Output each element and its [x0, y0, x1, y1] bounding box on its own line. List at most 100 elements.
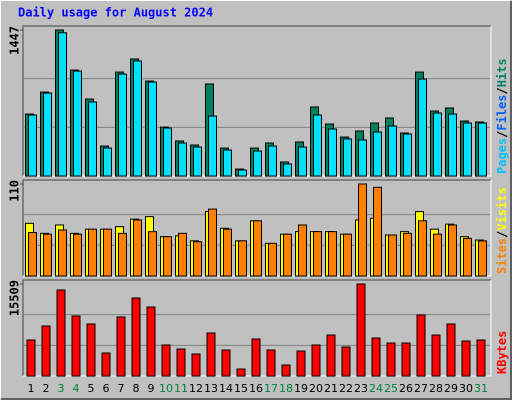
x-tick-label: 29	[444, 382, 458, 395]
bar	[461, 340, 471, 377]
x-tick-label: 10	[159, 382, 173, 395]
bar	[373, 186, 382, 277]
x-tick-label: 28	[429, 382, 443, 395]
bar	[328, 128, 337, 177]
bar	[103, 147, 112, 177]
bar	[56, 289, 66, 377]
bar	[163, 236, 172, 277]
legend-entry: Files	[495, 95, 509, 131]
bar	[208, 115, 217, 177]
bar	[373, 131, 382, 177]
x-tick-label: 20	[309, 382, 323, 395]
bar	[448, 224, 457, 277]
legend: Pages/Files/Hits	[495, 58, 509, 174]
legend-entry: Sites	[495, 238, 509, 274]
bar	[206, 332, 216, 377]
x-tick-label: 7	[118, 382, 125, 395]
bar	[296, 350, 306, 377]
bar	[463, 237, 472, 277]
bar	[58, 32, 67, 177]
x-tick-label: 18	[279, 382, 293, 395]
bar	[313, 231, 322, 277]
x-tick-label: 27	[414, 382, 428, 395]
bar	[103, 228, 112, 277]
bar	[476, 339, 486, 377]
bar	[88, 101, 97, 177]
bar	[86, 323, 96, 377]
x-tick-label: 16	[249, 382, 263, 395]
legend-separator: /	[495, 87, 509, 94]
x-tick-label: 9	[148, 382, 155, 395]
bar	[266, 349, 276, 377]
x-tick-label: 6	[103, 382, 110, 395]
bar	[253, 220, 262, 277]
bar	[116, 316, 126, 377]
bar	[208, 208, 217, 277]
bar	[236, 368, 246, 377]
bar	[193, 146, 202, 177]
bar	[88, 228, 97, 277]
bar	[28, 114, 37, 177]
bar	[371, 337, 381, 377]
bar	[313, 114, 322, 177]
x-tick-label: 21	[324, 382, 338, 395]
plot-border-dark	[22, 25, 491, 176]
bar	[118, 232, 127, 277]
x-tick-label: 14	[219, 382, 233, 395]
bar	[41, 325, 51, 377]
x-tick-label: 2	[43, 382, 50, 395]
bar	[178, 232, 187, 277]
bar	[101, 352, 111, 377]
bar	[448, 113, 457, 177]
legend: KBytes	[495, 331, 509, 374]
x-tick-label: 19	[294, 382, 308, 395]
bar	[71, 315, 81, 377]
bar	[43, 233, 52, 277]
bar	[328, 231, 337, 277]
legend-entry: Pages	[495, 138, 509, 174]
x-tick-label: 25	[384, 382, 398, 395]
x-tick-label: 17	[264, 382, 278, 395]
bar	[118, 73, 127, 177]
x-tick-label: 3	[58, 382, 65, 395]
y-tick-label: 1447	[8, 26, 22, 55]
bar	[463, 122, 472, 177]
bar	[358, 139, 367, 177]
bar	[298, 224, 307, 277]
x-tick-label: 5	[88, 382, 95, 395]
legend-separator: /	[495, 131, 509, 138]
bar	[191, 353, 201, 377]
x-tick-label: 30	[459, 382, 473, 395]
bar	[343, 233, 352, 277]
x-tick-label: 8	[133, 382, 140, 395]
bar	[268, 242, 277, 277]
bar	[418, 78, 427, 177]
bar	[73, 233, 82, 277]
x-tick-label: 12	[189, 382, 203, 395]
x-tick-label: 13	[204, 382, 218, 395]
bar	[133, 219, 142, 277]
bar	[238, 169, 247, 177]
bar	[253, 150, 262, 177]
bar	[281, 364, 291, 377]
legend-separator: /	[495, 231, 509, 238]
bar	[283, 233, 292, 277]
bar	[478, 122, 487, 177]
legend: Sites/Visits	[495, 187, 509, 274]
bar	[403, 133, 412, 177]
bar	[431, 334, 441, 377]
bar	[43, 92, 52, 177]
bar	[133, 60, 142, 177]
bar	[221, 349, 231, 377]
bar	[478, 240, 487, 277]
bar	[433, 112, 442, 177]
bar	[131, 297, 141, 377]
x-tick-label: 1	[28, 382, 35, 395]
bar	[386, 342, 396, 377]
plot-border-dark	[22, 279, 491, 376]
bar	[416, 314, 426, 377]
bar	[403, 232, 412, 277]
x-tick-label: 22	[339, 382, 353, 395]
bar	[193, 241, 202, 277]
